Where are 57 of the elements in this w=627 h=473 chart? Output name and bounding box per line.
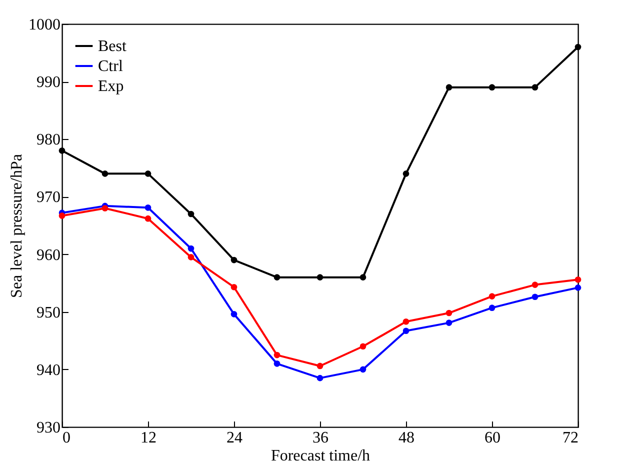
- x-tick-label: 72: [562, 430, 578, 446]
- y-tick-label: 950: [36, 304, 60, 322]
- x-tick-label: 24: [226, 430, 242, 446]
- point: [360, 343, 366, 350]
- y-tick-label: 990: [36, 74, 60, 92]
- point: [488, 84, 496, 90]
- point: [532, 282, 538, 288]
- point: [488, 293, 496, 300]
- y-axis-title: Sea level pressure/hPa: [8, 154, 26, 298]
- point: [230, 256, 238, 264]
- y-tick-label: 970: [36, 189, 60, 206]
- point: [402, 170, 410, 177]
- point: [574, 276, 582, 283]
- point: [102, 170, 108, 177]
- point: [230, 311, 238, 318]
- point: [58, 212, 66, 219]
- point: [360, 274, 366, 280]
- point: [316, 374, 324, 382]
- point: [402, 318, 410, 325]
- x-tick-label: 60: [484, 430, 500, 446]
- legend-label: Best: [98, 38, 127, 55]
- point: [446, 320, 452, 326]
- x-tick-label: 0: [62, 430, 70, 446]
- legend-label: Ctrl: [98, 58, 124, 75]
- y-tick-label: 930: [36, 420, 60, 436]
- point: [144, 215, 152, 222]
- x-tick-label: 12: [140, 430, 156, 446]
- y-tick-label: 980: [36, 132, 60, 149]
- point: [316, 362, 324, 370]
- x-tick-label: 36: [312, 430, 328, 446]
- point: [58, 148, 66, 154]
- point: [316, 274, 324, 280]
- point: [574, 44, 582, 50]
- point: [360, 366, 366, 373]
- x-tick-label: 48: [398, 430, 414, 446]
- point: [144, 170, 152, 177]
- point: [532, 294, 538, 300]
- point: [574, 284, 582, 291]
- y-tick-label: 940: [36, 362, 60, 379]
- point: [188, 254, 194, 260]
- point: [446, 84, 452, 90]
- point: [532, 84, 538, 90]
- point: [102, 205, 108, 212]
- point: [188, 245, 194, 252]
- x-axis-title: Forecast time/h: [270, 448, 370, 464]
- point: [446, 310, 452, 316]
- point: [274, 274, 280, 280]
- point: [274, 360, 280, 367]
- point: [402, 328, 410, 334]
- point: [274, 352, 280, 358]
- y-tick-label: 1000: [28, 16, 60, 34]
- legend-label: Exp: [98, 78, 124, 95]
- point: [488, 304, 496, 311]
- point: [188, 210, 194, 218]
- point: [230, 284, 238, 290]
- point: [144, 204, 152, 211]
- y-tick-label: 960: [36, 246, 60, 264]
